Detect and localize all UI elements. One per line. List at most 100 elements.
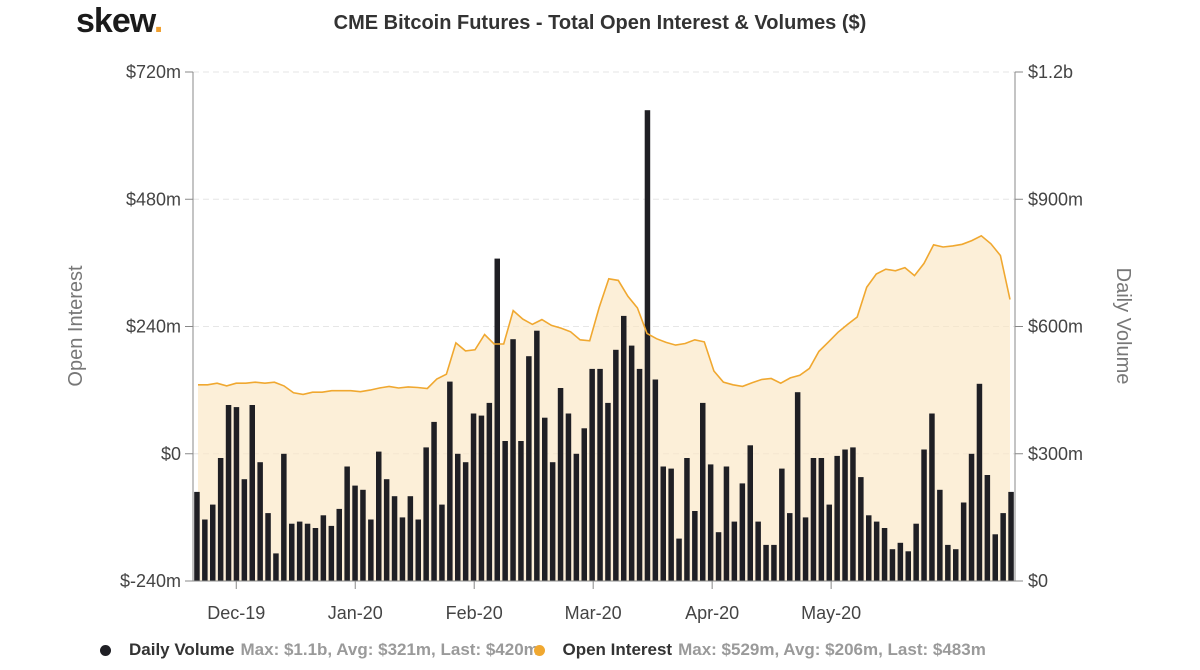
volume-bar: [628, 345, 635, 581]
volume-bar: [486, 402, 493, 581]
volume-bar: [312, 528, 319, 581]
volume-bar: [676, 538, 682, 581]
volume-bar: [826, 504, 832, 581]
volume-bar: [1008, 491, 1014, 581]
volume-bar: [289, 523, 295, 581]
volume-bar: [660, 466, 666, 581]
legend-label-open-interest: Open Interest: [562, 640, 673, 659]
x-tick-label: Feb-20: [446, 603, 503, 623]
chart-title: CME Bitcoin Futures - Total Open Interes…: [333, 12, 867, 34]
volume-bar: [723, 466, 730, 581]
volume-bar: [273, 553, 279, 581]
volume-bar: [692, 511, 698, 581]
legend-label-daily-volume: Daily Volume: [129, 640, 235, 659]
volume-bar: [241, 479, 248, 581]
volume-bar: [431, 421, 437, 581]
volume-bar: [873, 521, 880, 581]
volume-bar: [881, 528, 888, 581]
volume-bar: [597, 368, 603, 581]
volume-bar: [636, 368, 643, 581]
open-interest-line: [198, 234, 1011, 396]
volume-bar: [779, 468, 785, 581]
volume-bar: [802, 517, 809, 581]
left-tick-label: $-240m: [120, 571, 181, 591]
volume-bar: [913, 523, 919, 581]
volume-bar: [360, 489, 366, 581]
volume-bar: [549, 462, 556, 581]
volume-bar: [850, 447, 856, 581]
volume-bar: [581, 428, 587, 581]
volume-bar: [304, 523, 311, 581]
volume-bar: [494, 258, 500, 581]
volume-bar: [787, 513, 793, 581]
volume-bar: [644, 110, 651, 581]
volume-bar: [470, 413, 477, 581]
volume-bar: [265, 513, 271, 581]
x-tick-label: May-20: [801, 603, 861, 623]
volume-bar: [842, 449, 848, 581]
volume-bar: [328, 525, 335, 581]
chart-legend: Daily Volume Max: $1.1b, Avg: $321m, Las…: [100, 640, 986, 661]
volume-bar: [613, 349, 619, 581]
left-tick-label: $240m: [126, 317, 181, 337]
x-tick-label: Jan-20: [328, 603, 383, 623]
volume-bar: [336, 508, 342, 581]
volume-bar: [763, 544, 769, 581]
right-tick-label: $600m: [1028, 317, 1083, 337]
volume-bar: [439, 504, 445, 581]
volume-bar: [399, 517, 406, 581]
volume-bar: [897, 542, 904, 581]
volume-bar: [621, 315, 627, 581]
legend-stats-open-interest: Max: $529m, Avg: $206m, Last: $483m: [678, 640, 986, 659]
volume-bar: [929, 413, 935, 581]
x-tick-label: Apr-20: [685, 603, 739, 623]
right-tick-label: $1.2b: [1028, 62, 1073, 82]
legend-item-open-interest[interactable]: Open Interest Max: $529m, Avg: $206m, La…: [533, 640, 986, 660]
volume-bar: [834, 455, 840, 581]
volume-bar: [715, 532, 722, 581]
volume-bar: [866, 515, 872, 581]
volume-bar: [352, 485, 358, 581]
volume-bar: [771, 544, 777, 581]
volume-bar: [383, 479, 390, 581]
skew-logo: skew.: [76, 2, 163, 41]
volume-bar: [684, 458, 690, 581]
volume-bar: [249, 405, 255, 581]
volume-bar: [818, 458, 825, 581]
volume-bar: [502, 441, 508, 581]
volume-bar: [376, 451, 382, 581]
volume-bar: [953, 549, 959, 581]
volume-bar: [194, 491, 200, 581]
volume-bar: [889, 549, 896, 581]
left-tick-label: $480m: [126, 189, 181, 209]
volume-bar: [423, 447, 429, 581]
volume-bar: [233, 407, 240, 581]
volume-bar: [478, 415, 485, 581]
volume-bar: [462, 462, 469, 581]
volume-bar: [281, 453, 287, 582]
right-tick-label: $0: [1028, 571, 1048, 591]
legend-marker-open-interest: [533, 644, 545, 656]
volume-bar: [810, 458, 817, 581]
volume-bar: [605, 402, 611, 581]
open-interest-area: [198, 235, 1010, 582]
volume-bar: [518, 441, 524, 581]
volume-bar: [510, 339, 516, 581]
volume-bar: [455, 453, 461, 582]
legend-stats-daily-volume: Max: $1.1b, Avg: $321m, Last: $420m: [240, 640, 539, 659]
volume-bar: [257, 462, 263, 581]
legend-item-daily-volume[interactable]: Daily Volume Max: $1.1b, Avg: $321m, Las…: [100, 640, 539, 660]
volume-bar: [573, 453, 580, 582]
volume-bar: [731, 521, 738, 581]
volume-bar: [937, 489, 943, 581]
right-axis-title: Daily Volume: [1112, 268, 1134, 385]
volume-bar: [344, 466, 350, 581]
volume-bar: [202, 519, 208, 581]
volume-bar: [534, 330, 540, 581]
volume-bar: [368, 519, 374, 581]
chart-canvas: $-240m $0 $240m $480m $720m $0 $300m $600m $900m…: [65, 62, 1134, 623]
x-tick-label: Dec-19: [207, 603, 265, 623]
volume-bar: [589, 368, 595, 581]
right-tick-label: $300m: [1028, 444, 1083, 464]
volume-bar: [905, 551, 911, 581]
